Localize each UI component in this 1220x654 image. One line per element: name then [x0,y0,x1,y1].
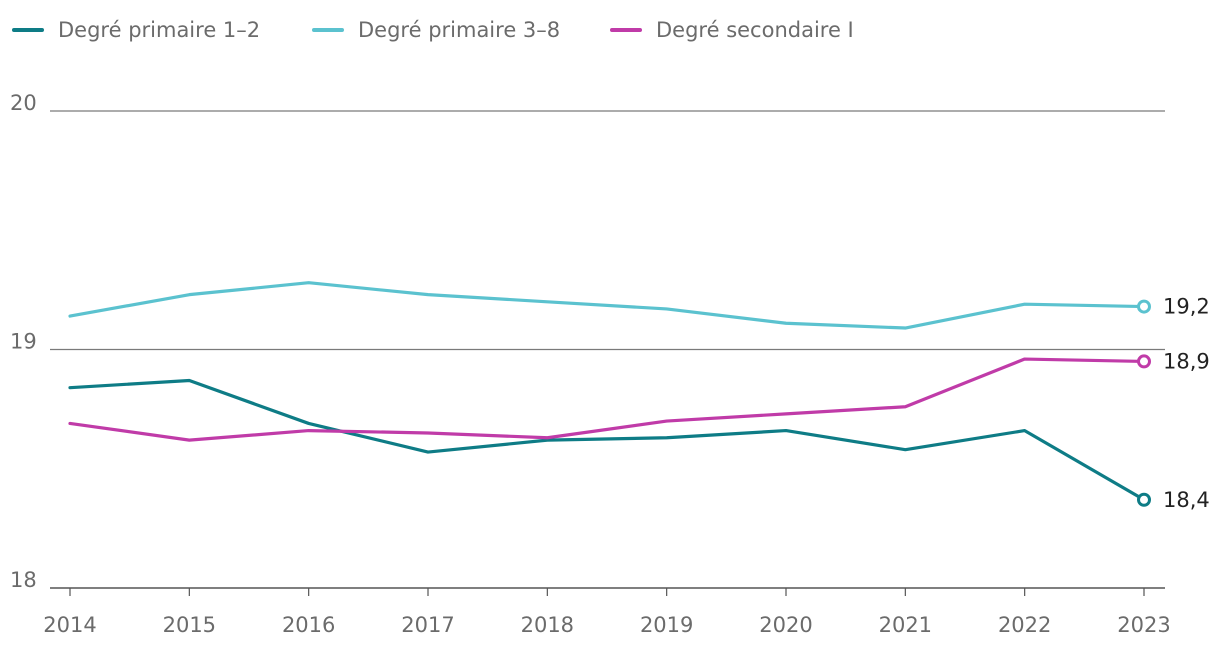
legend: Degré primaire 1–2 Degré primaire 3–8 Degr… [12,18,854,42]
x-tick-label: 2019 [640,613,693,637]
y-tick-label: 19 [10,330,37,354]
x-tick-label: 2016 [282,613,335,637]
legend-label: Degré primaire 3–8 [358,18,560,42]
end-labels: 18,4 19,2 18,9 [1163,295,1210,512]
x-tick-label: 2021 [879,613,932,637]
end-marker [1137,492,1151,507]
x-tick-label: 2017 [401,613,454,637]
end-value-label: 18,9 [1163,349,1210,373]
x-tick-label: 2022 [998,613,1051,637]
end-marker [1137,354,1151,369]
series-line [68,357,1146,442]
x-axis: 2014 2015 2016 2017 2018 2019 2020 2021 2022 2023 [43,588,1171,637]
end-marker [1137,299,1151,314]
y-tick-label: 18 [10,568,37,592]
x-tick-label: 2023 [1117,613,1170,637]
series-layer [68,281,1151,507]
end-value-label: 19,2 [1163,295,1210,319]
gridlines: 18 19 20 [10,91,1165,592]
x-tick-label: 2014 [43,613,96,637]
x-tick-label: 2015 [163,613,216,637]
end-value-label: 18,4 [1163,488,1210,512]
x-tick-label: 2020 [759,613,812,637]
series-line [68,281,1146,330]
x-tick-label: 2018 [521,613,574,637]
y-tick-label: 20 [10,91,37,115]
series-line [68,378,1146,502]
legend-label: Degré primaire 1–2 [58,18,260,42]
legend-label: Degré secondaire I [656,18,854,42]
